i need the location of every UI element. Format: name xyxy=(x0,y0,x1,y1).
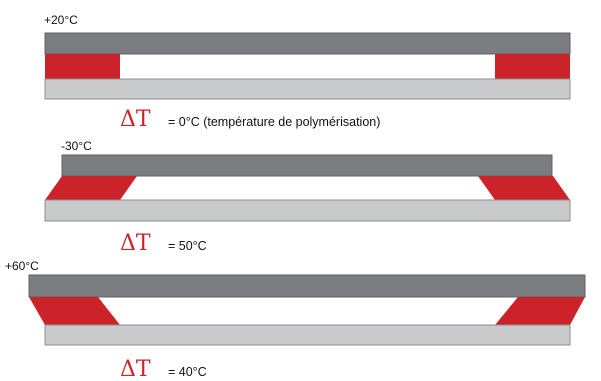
stage-3-temperature-label: +60°C xyxy=(5,259,39,273)
stage-2-temperature-label: -30°C xyxy=(61,139,92,153)
stage-1-delta-symbol: ΔT xyxy=(120,107,151,132)
stage-2: -30°C ΔT = 50°C xyxy=(44,139,571,256)
stage-3-bottom-plate xyxy=(44,324,571,346)
stage-3-delta-value: = 40°C xyxy=(168,365,207,379)
stage-1-bottom-plate xyxy=(44,78,571,100)
stage-1-right-adhesive xyxy=(495,54,570,79)
stage-2-top-plate xyxy=(61,154,553,177)
stage-2-bottom-plate xyxy=(44,199,571,222)
stage-1-delta-value: = 0°C (température de polymérisation) xyxy=(168,115,380,129)
stage-2-right-adhesive xyxy=(478,176,570,200)
stage-2-left-adhesive xyxy=(45,176,137,200)
stage-3-left-adhesive xyxy=(29,297,120,325)
stage-3-top-plate xyxy=(28,274,586,298)
stage-3-delta-symbol: ΔT xyxy=(120,357,151,381)
stage-2-delta-symbol: ΔT xyxy=(120,231,151,256)
stage-1-temperature-label: +20°C xyxy=(44,13,78,27)
stage-2-delta-value: = 50°C xyxy=(168,239,207,253)
stage-1-top-plate xyxy=(44,32,571,55)
stage-3: +60°C ΔT = 40°C xyxy=(5,259,586,381)
stage-1-left-adhesive xyxy=(45,54,120,79)
stage-1: +20°C ΔT = 0°C (température de polyméris… xyxy=(44,13,571,132)
stage-3-right-adhesive xyxy=(495,297,585,325)
